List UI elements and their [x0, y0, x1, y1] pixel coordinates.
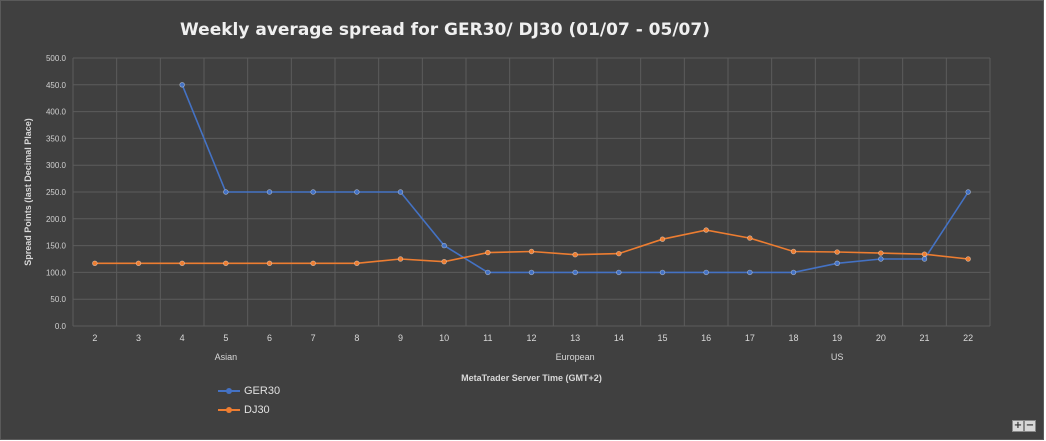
data-point-dj30: [92, 260, 98, 266]
data-point-dj30: [266, 260, 273, 266]
zoom-out-button[interactable]: −: [1024, 420, 1036, 432]
x-tick-label: 16: [701, 333, 711, 343]
y-tick-label: 100.0: [46, 268, 67, 277]
y-tick-label: 250.0: [46, 188, 67, 197]
y-tick-label: 300.0: [46, 161, 67, 170]
data-point-ger30: [441, 242, 447, 249]
chart-title: Weekly average spread for GER30/ DJ30 (0…: [180, 20, 710, 40]
data-point-ger30: [485, 269, 491, 276]
session-label: Asian: [215, 352, 238, 362]
legend-label-dj30: DJ30: [244, 404, 270, 416]
y-tick-label: 150.0: [46, 242, 67, 251]
x-axis-title: MetaTrader Server Time (GMT+2): [461, 373, 602, 383]
data-point-ger30: [572, 269, 578, 276]
legend-marker-dj30: [226, 407, 232, 413]
data-point-ger30: [703, 269, 709, 276]
x-tick-label: 9: [398, 333, 403, 343]
data-point-dj30: [572, 252, 578, 258]
x-tick-label: 11: [483, 333, 492, 343]
data-point-dj30: [747, 235, 753, 241]
session-label: US: [831, 352, 844, 362]
x-tick-label: 7: [311, 333, 316, 343]
x-tick-label: 19: [832, 333, 842, 343]
x-tick-label: 22: [963, 333, 973, 343]
data-point-ger30: [310, 189, 316, 195]
data-point-ger30: [790, 269, 797, 276]
data-point-dj30: [354, 260, 360, 266]
data-point-ger30: [834, 260, 840, 266]
data-point-dj30: [485, 249, 491, 256]
data-point-dj30: [834, 249, 840, 255]
data-point-ger30: [179, 82, 185, 88]
x-tick-label: 18: [788, 333, 798, 343]
data-point-dj30: [616, 250, 622, 257]
x-tick-label: 21: [919, 333, 929, 343]
data-point-dj30: [921, 251, 928, 257]
data-point-ger30: [223, 189, 229, 195]
session-label: European: [556, 352, 595, 362]
x-tick-label: 13: [570, 333, 580, 343]
data-point-ger30: [397, 189, 404, 195]
data-point-ger30: [616, 269, 622, 276]
legend-label-ger30: GER30: [244, 385, 281, 397]
data-point-ger30: [266, 189, 273, 195]
y-tick-label: 450.0: [46, 81, 67, 90]
data-point-dj30: [441, 258, 447, 265]
data-point-dj30: [703, 227, 709, 233]
data-point-dj30: [223, 260, 229, 266]
data-point-dj30: [397, 256, 404, 262]
y-tick-label: 0.0: [55, 322, 67, 331]
series-line-ger30: [181, 84, 969, 274]
x-tick-label: 4: [180, 333, 185, 343]
data-point-ger30: [965, 189, 971, 195]
data-point-ger30: [921, 256, 928, 262]
data-point-ger30: [659, 269, 666, 276]
x-tick-label: 14: [614, 333, 624, 343]
x-tick-label: 15: [657, 333, 667, 343]
y-tick-label: 350.0: [46, 134, 67, 143]
data-point-dj30: [179, 260, 185, 266]
legend-marker-ger30: [226, 388, 232, 394]
data-point-dj30: [878, 250, 884, 256]
y-axis-title: Spread Points (last Decimal Place): [23, 118, 33, 266]
data-point-dj30: [659, 236, 666, 242]
y-tick-label: 500.0: [46, 54, 67, 63]
data-point-dj30: [790, 248, 797, 255]
x-tick-label: 6: [267, 333, 272, 343]
x-tick-label: 2: [92, 333, 97, 343]
y-tick-label: 50.0: [50, 295, 66, 304]
data-point-dj30: [310, 260, 316, 266]
x-tick-label: 17: [745, 333, 755, 343]
x-tick-label: 3: [136, 333, 141, 343]
data-point-ger30: [528, 269, 535, 276]
data-point-ger30: [354, 189, 360, 195]
x-tick-label: 10: [439, 333, 449, 343]
x-tick-label: 5: [223, 333, 228, 343]
data-point-dj30: [135, 260, 142, 266]
x-tick-label: 20: [876, 333, 886, 343]
x-tick-label: 12: [526, 333, 536, 343]
x-tick-label: 8: [354, 333, 359, 343]
zoom-in-button[interactable]: +: [1012, 420, 1024, 432]
data-point-ger30: [878, 256, 884, 262]
data-point-dj30: [965, 256, 971, 262]
y-tick-label: 200.0: [46, 215, 67, 224]
series-line-dj30: [94, 229, 969, 265]
data-point-dj30: [528, 248, 535, 255]
data-point-ger30: [747, 269, 753, 276]
y-tick-label: 400.0: [46, 108, 67, 117]
